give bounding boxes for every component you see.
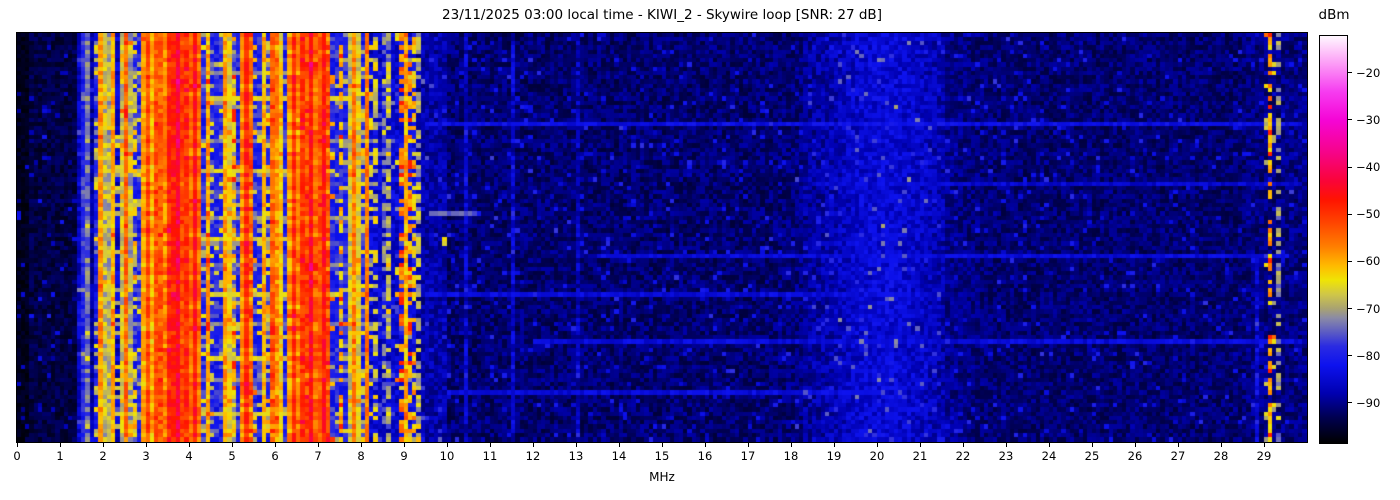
x-tick-label: 18 (783, 449, 799, 463)
x-tick (403, 443, 405, 447)
x-axis-label: MHz (649, 470, 675, 484)
colorbar-tick (1348, 166, 1352, 168)
x-tick-label: 29 (1256, 449, 1272, 463)
x-tick (1091, 443, 1093, 447)
x-tick (188, 443, 190, 447)
x-tick (1005, 443, 1007, 447)
x-tick-label: 5 (228, 449, 236, 463)
colorbar-tick-label: −70 (1356, 301, 1381, 316)
x-tick-label: 14 (611, 449, 627, 463)
x-tick-label: 26 (1127, 449, 1143, 463)
x-tick (1048, 443, 1050, 447)
x-tick (876, 443, 878, 447)
x-tick (962, 443, 964, 447)
spectrogram-canvas (17, 33, 1307, 442)
x-tick-label: 23 (998, 449, 1014, 463)
colorbar-tick (1348, 308, 1352, 310)
colorbar-tick (1348, 119, 1352, 121)
colorbar-label: dBm (1318, 7, 1350, 23)
colorbar-tick-label: −40 (1356, 160, 1381, 175)
x-tick (1134, 443, 1136, 447)
colorbar-tick-label: −60 (1356, 254, 1381, 269)
x-tick-label: 21 (912, 449, 928, 463)
colorbar-tick-label: −80 (1356, 348, 1381, 363)
x-tick-label: 22 (955, 449, 971, 463)
x-tick-label: 16 (697, 449, 713, 463)
x-tick-label: 4 (185, 449, 193, 463)
x-tick (446, 443, 448, 447)
x-tick-label: 6 (271, 449, 279, 463)
x-tick (145, 443, 147, 447)
x-tick-label: 8 (357, 449, 365, 463)
x-tick-label: 28 (1213, 449, 1229, 463)
x-tick (360, 443, 362, 447)
x-tick-label: 3 (142, 449, 150, 463)
x-tick (790, 443, 792, 447)
x-tick-label: 12 (525, 449, 541, 463)
colorbar-tick-label: −90 (1356, 395, 1381, 410)
x-tick-label: 13 (568, 449, 584, 463)
x-tick-label: 20 (869, 449, 885, 463)
colorbar-tick-label: −20 (1356, 65, 1381, 80)
colorbar-tick (1348, 402, 1352, 404)
x-tick-label: 17 (740, 449, 756, 463)
x-tick-label: 19 (826, 449, 842, 463)
x-tick-label: 15 (654, 449, 670, 463)
x-tick-label: 27 (1170, 449, 1186, 463)
x-tick (1177, 443, 1179, 447)
x-tick-label: 10 (439, 449, 455, 463)
x-tick (618, 443, 620, 447)
x-tick (1263, 443, 1265, 447)
x-tick-label: 2 (99, 449, 107, 463)
x-tick (59, 443, 61, 447)
x-tick (747, 443, 749, 447)
x-tick (1220, 443, 1222, 447)
x-tick (532, 443, 534, 447)
x-tick-label: 0 (13, 449, 21, 463)
colorbar-tick-label: −30 (1356, 112, 1381, 127)
x-tick (317, 443, 319, 447)
x-tick-label: 9 (400, 449, 408, 463)
x-tick (704, 443, 706, 447)
chart-title: 23/11/2025 03:00 local time - KIWI_2 - S… (442, 7, 882, 23)
colorbar-tick (1348, 213, 1352, 215)
x-tick (575, 443, 577, 447)
x-tick (489, 443, 491, 447)
plot-area (16, 32, 1308, 443)
x-tick (833, 443, 835, 447)
x-tick-label: 7 (314, 449, 322, 463)
x-tick (661, 443, 663, 447)
x-tick-label: 24 (1041, 449, 1057, 463)
x-tick (16, 443, 18, 447)
x-tick (231, 443, 233, 447)
x-tick (919, 443, 921, 447)
colorbar-tick (1348, 260, 1352, 262)
x-tick (102, 443, 104, 447)
x-tick-label: 11 (482, 449, 498, 463)
colorbar (1319, 35, 1348, 444)
x-tick-label: 25 (1084, 449, 1100, 463)
x-tick (274, 443, 276, 447)
colorbar-tick (1348, 72, 1352, 74)
x-tick-label: 1 (56, 449, 64, 463)
colorbar-tick (1348, 355, 1352, 357)
colorbar-tick-label: −50 (1356, 207, 1381, 222)
